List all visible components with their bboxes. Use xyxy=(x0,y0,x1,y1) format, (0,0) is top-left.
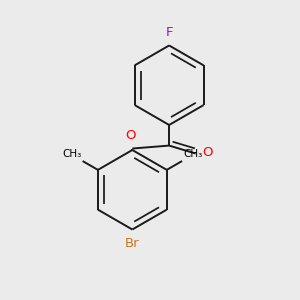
Text: CH₃: CH₃ xyxy=(62,149,81,159)
Text: CH₃: CH₃ xyxy=(184,149,203,159)
Text: O: O xyxy=(126,129,136,142)
Text: Br: Br xyxy=(125,237,140,250)
Text: F: F xyxy=(165,26,173,39)
Text: O: O xyxy=(202,146,213,159)
